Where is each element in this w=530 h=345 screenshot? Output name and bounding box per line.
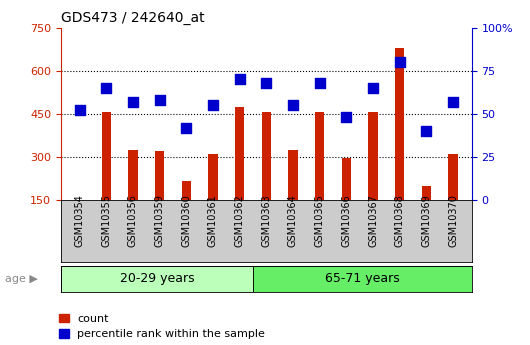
Bar	[182, 181, 191, 200]
Text: 20-29 years: 20-29 years	[120, 272, 195, 285]
Bar	[448, 154, 458, 200]
Point	[129, 99, 137, 105]
Point	[262, 80, 271, 86]
Bar	[208, 154, 218, 200]
Bar	[61, 266, 253, 292]
Point	[315, 80, 324, 86]
Point	[422, 128, 430, 134]
Point	[395, 59, 404, 65]
Point	[182, 125, 191, 130]
Text: age ▶: age ▶	[5, 274, 38, 284]
Point	[209, 102, 217, 108]
Point	[449, 99, 457, 105]
Point	[369, 85, 377, 91]
Bar	[253, 266, 472, 292]
Point	[342, 115, 350, 120]
Bar	[368, 112, 378, 200]
Point	[235, 77, 244, 82]
Text: 65-71 years: 65-71 years	[325, 272, 400, 285]
Point	[289, 102, 297, 108]
Point	[102, 85, 111, 91]
Bar	[155, 151, 164, 200]
Text: GDS473 / 242640_at: GDS473 / 242640_at	[61, 11, 205, 25]
Bar	[262, 112, 271, 200]
Bar	[422, 186, 431, 200]
Bar	[235, 107, 244, 200]
Bar	[315, 112, 324, 200]
Bar	[102, 112, 111, 200]
Legend: count, percentile rank within the sample: count, percentile rank within the sample	[58, 314, 266, 339]
Point	[75, 108, 84, 113]
Bar	[128, 150, 138, 200]
Bar	[288, 150, 298, 200]
Bar	[395, 48, 404, 200]
Bar	[342, 158, 351, 200]
Point	[155, 97, 164, 103]
